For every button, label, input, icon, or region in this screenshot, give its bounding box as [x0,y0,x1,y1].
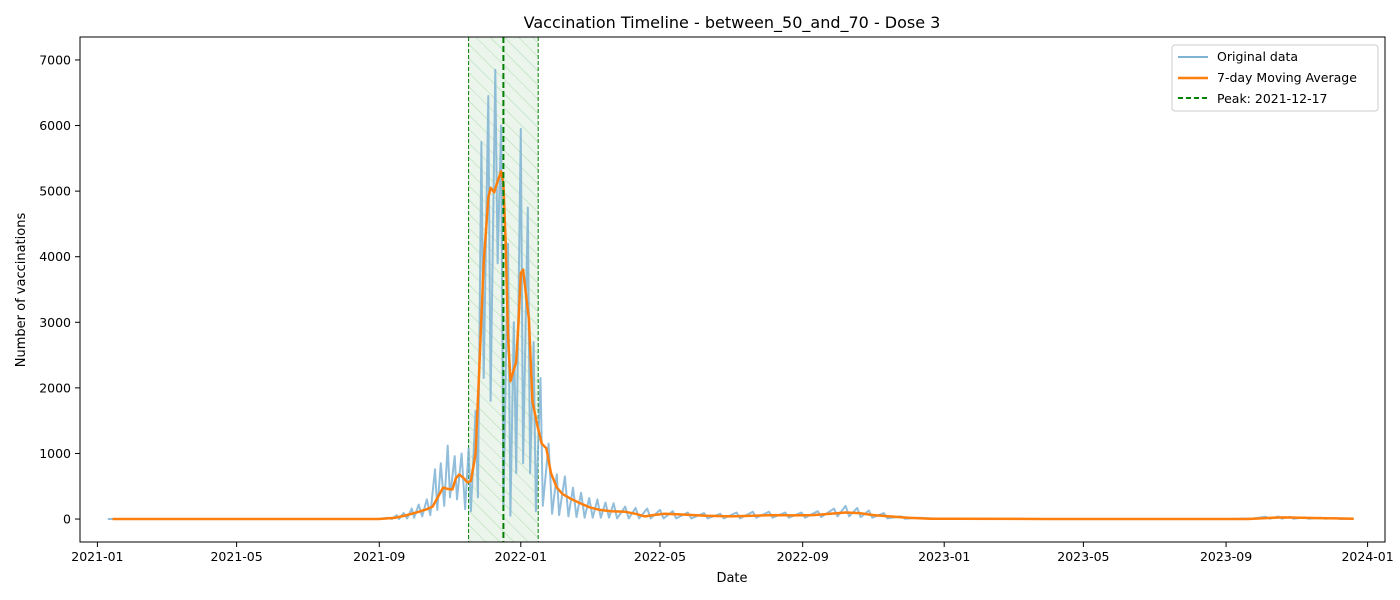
y-tick-label: 3000 [39,315,71,330]
plot-area [107,37,1354,542]
series-moving-average-line [112,170,1354,521]
y-tick-label: 4000 [39,249,71,264]
x-tick-label: 2022-09 [777,549,829,564]
legend: Original data 7-day Moving Average Peak:… [1171,44,1379,112]
x-axis: 2021-01 2021-05 2021-09 2022-01 2022-05 2022-… [71,542,1394,564]
legend-label-moving-average: 7-day Moving Average [1217,70,1357,85]
x-tick-label: 2023-05 [1057,549,1109,564]
x-tick-label: 2021-09 [353,549,405,564]
y-axis: 0 1000 2000 3000 4000 5000 6000 7000 [39,52,80,527]
y-tick-label: 2000 [39,380,71,395]
x-tick-label: 2022-05 [634,549,686,564]
legend-box [1171,44,1379,112]
x-tick-label: 2021-05 [210,549,262,564]
axes-frame [79,36,1386,543]
x-tick-label: 2022-01 [495,549,547,564]
x-tick-label: 2024-01 [1341,549,1393,564]
y-tick-label: 5000 [39,184,71,199]
chart-title: Vaccination Timeline - between_50_and_70… [524,13,941,33]
x-tick-label: 2023-01 [918,549,970,564]
legend-label-peak: Peak: 2021-12-17 [1217,91,1328,106]
x-tick-label: 2021-01 [71,549,123,564]
x-axis-label: Date [716,571,747,586]
y-tick-label: 1000 [39,446,71,461]
y-tick-label: 6000 [39,118,71,133]
y-axis-label: Number of vaccinations [14,213,29,368]
legend-label-original: Original data [1217,49,1298,64]
y-tick-label: 7000 [39,52,71,67]
y-tick-label: 0 [63,512,71,527]
x-tick-label: 2023-09 [1200,549,1252,564]
